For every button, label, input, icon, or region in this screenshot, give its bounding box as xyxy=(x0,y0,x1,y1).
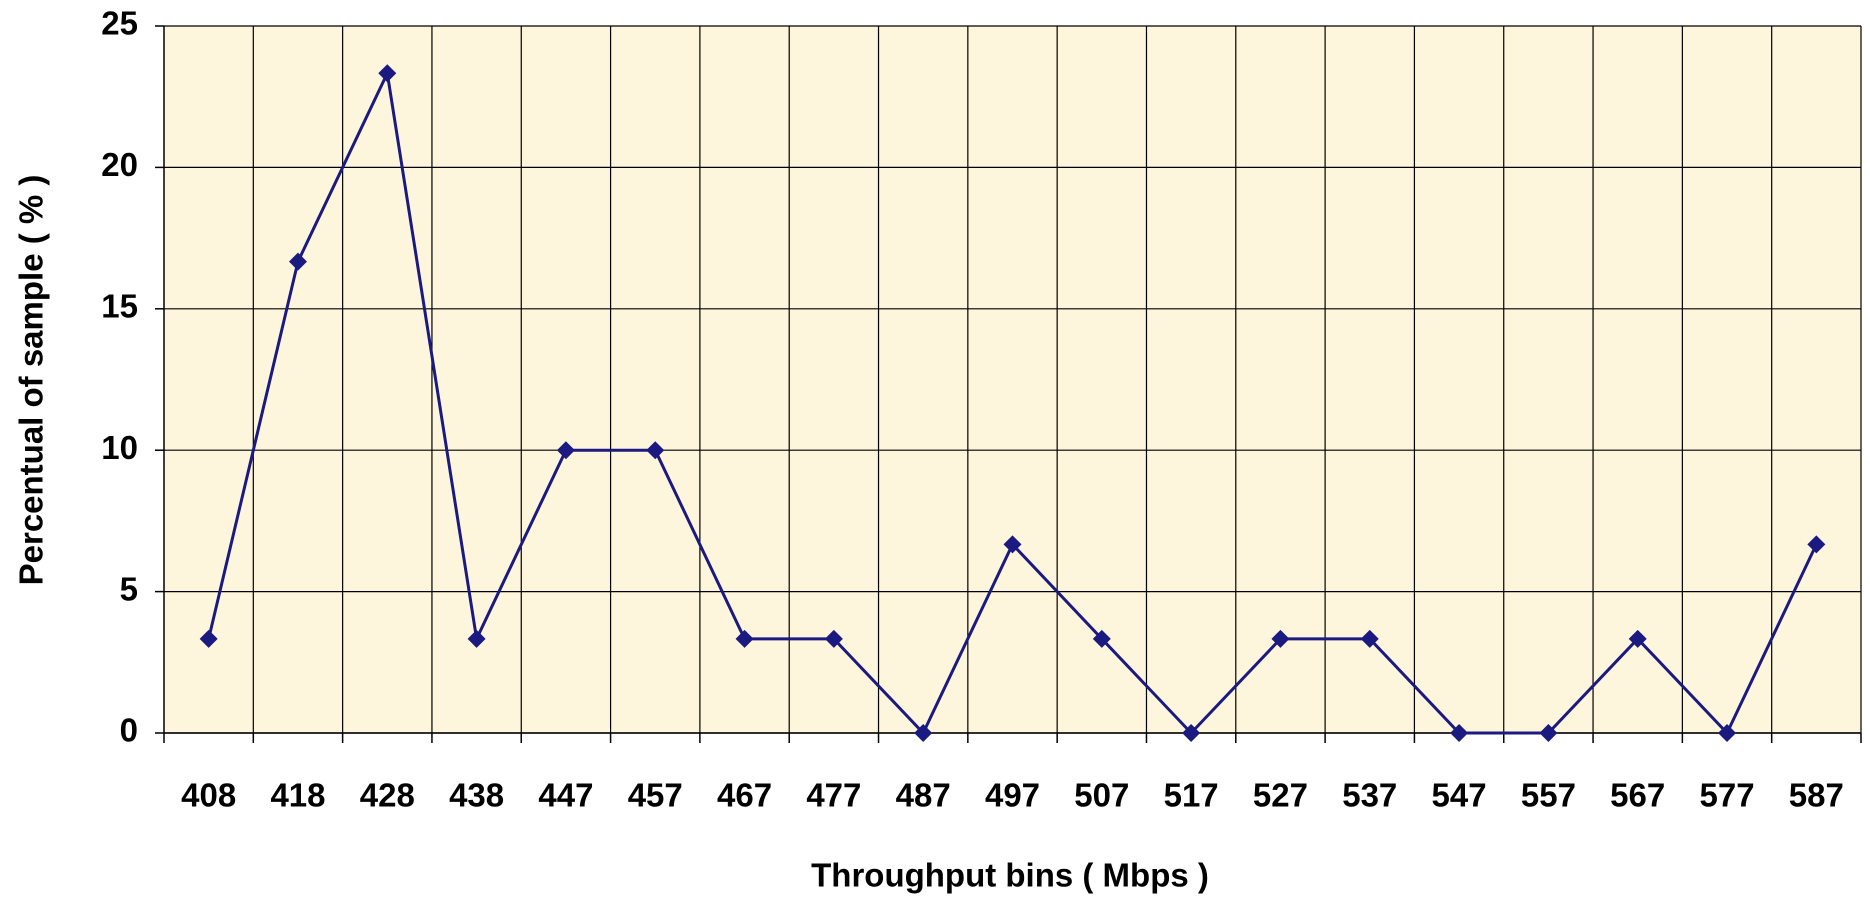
marker xyxy=(1182,724,1201,742)
marker xyxy=(1092,629,1111,648)
x-tick-label: 547 xyxy=(1432,777,1487,814)
x-tick-label: 527 xyxy=(1253,777,1308,814)
x-tick-label: 428 xyxy=(360,777,415,814)
marker xyxy=(467,629,486,648)
x-tick-label: 438 xyxy=(449,777,504,814)
x-tick-label: 517 xyxy=(1164,777,1219,814)
x-tick-label: 467 xyxy=(717,777,772,814)
x-tick-label: 577 xyxy=(1699,777,1754,814)
x-tick-label: 587 xyxy=(1789,777,1844,814)
x-tick-label: 487 xyxy=(896,777,951,814)
marker xyxy=(1718,724,1737,742)
x-tick-label: 537 xyxy=(1342,777,1397,814)
x-tick-label: 477 xyxy=(806,777,861,814)
y-tick-label: 15 xyxy=(101,288,138,325)
marker xyxy=(199,629,218,648)
marker xyxy=(1360,629,1379,648)
marker xyxy=(1271,629,1290,648)
y-tick-label: 20 xyxy=(101,146,138,183)
marker xyxy=(646,441,665,460)
y-axis-title: Percentual of sample ( % ) xyxy=(13,175,50,586)
marker xyxy=(1628,629,1647,648)
x-tick-label: 408 xyxy=(181,777,236,814)
y-tick-label: 10 xyxy=(101,429,138,466)
marker xyxy=(735,629,754,648)
marker xyxy=(556,441,575,460)
marker xyxy=(288,252,307,271)
marker xyxy=(1539,724,1558,742)
y-tick-label: 0 xyxy=(120,712,138,749)
marker xyxy=(1003,535,1022,554)
x-tick-label: 507 xyxy=(1074,777,1129,814)
x-tick-label: 418 xyxy=(270,777,325,814)
marker xyxy=(1807,535,1826,554)
x-axis-title: Throughput bins ( Mbps ) xyxy=(811,857,1209,894)
y-tick-label: 5 xyxy=(120,570,138,607)
marker xyxy=(824,629,843,648)
y-tick-label: 25 xyxy=(101,5,138,42)
plot-background xyxy=(164,26,1861,733)
marker xyxy=(914,724,933,742)
x-tick-label: 557 xyxy=(1521,777,1576,814)
x-tick-label: 447 xyxy=(538,777,593,814)
marker xyxy=(378,64,397,83)
x-tick-label: 457 xyxy=(628,777,683,814)
x-tick-label: 497 xyxy=(985,777,1040,814)
marker xyxy=(1450,724,1469,742)
x-tick-label: 567 xyxy=(1610,777,1665,814)
